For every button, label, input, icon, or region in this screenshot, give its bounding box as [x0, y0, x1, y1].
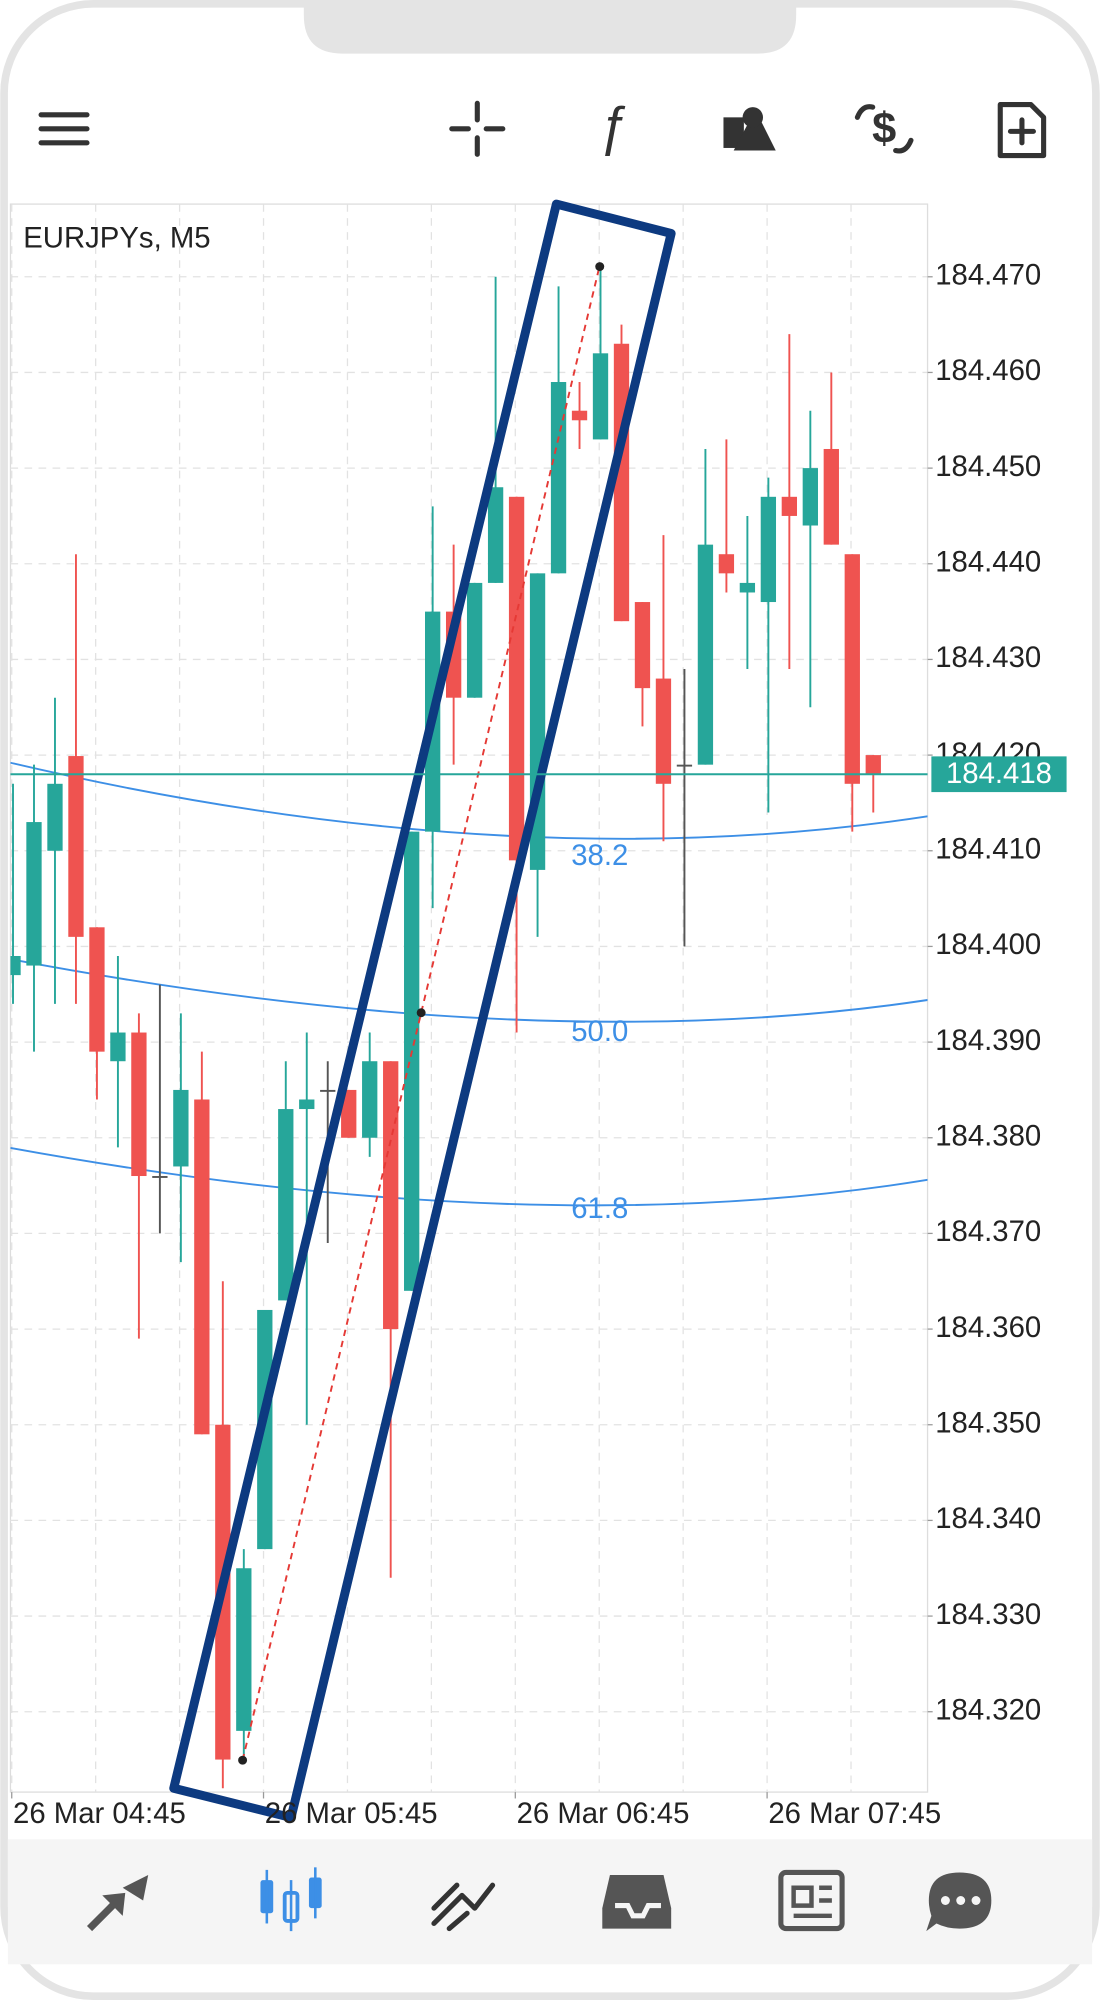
candle-body	[320, 1089, 336, 1092]
menu-button[interactable]	[38, 112, 90, 146]
candle-body	[110, 1032, 126, 1062]
candle-body	[152, 1176, 168, 1178]
y-tick-label: 184.320	[935, 1693, 1041, 1726]
candle-body	[68, 756, 84, 937]
highlight-box	[169, 199, 676, 1823]
x-tick-label: 26 Mar 06:45	[517, 1797, 690, 1830]
candle-body	[571, 410, 588, 421]
fib-label: 61.8	[571, 1192, 628, 1225]
chart: 38.2 50.0 61.8 EURJPYs, M5 184.470 184.46…	[9, 199, 1067, 1830]
candle-body	[47, 783, 63, 851]
indicators-button[interactable]: ƒ	[598, 97, 628, 157]
x-tick-label: 26 Mar 07:45	[768, 1797, 941, 1830]
candle-body	[739, 582, 756, 593]
candle-body	[194, 1099, 210, 1435]
y-tick-label: 184.390	[935, 1024, 1041, 1057]
y-tick-label: 184.350	[935, 1406, 1041, 1439]
last-price-label: 184.418	[946, 757, 1052, 790]
anchor-point[interactable]	[238, 1755, 248, 1765]
y-tick-label: 184.430	[935, 641, 1041, 674]
candle-body	[802, 468, 818, 526]
candle-body	[508, 496, 525, 861]
news-tab[interactable]	[778, 1869, 845, 1932]
anchor-point[interactable]	[416, 1008, 426, 1018]
candle-body	[865, 755, 881, 775]
last-price-box	[931, 756, 1067, 793]
candle-body	[89, 927, 105, 1052]
candle-body	[781, 496, 798, 516]
anchor-point[interactable]	[595, 262, 605, 272]
y-tick-label: 184.400	[935, 928, 1041, 961]
y-tick-label: 184.460	[935, 354, 1041, 387]
candle-body	[299, 1099, 315, 1110]
trade-tab[interactable]	[431, 1882, 496, 1932]
candle-body	[655, 678, 672, 784]
indicator-icon: ƒ	[598, 97, 628, 157]
candle-body	[131, 1032, 147, 1177]
x-tick-label: 26 Mar 04:45	[13, 1797, 186, 1830]
chat-tab[interactable]	[926, 1872, 992, 1932]
y-tick-label: 184.440	[935, 546, 1041, 579]
dollar-icon: $	[872, 105, 896, 153]
crosshair-button[interactable]	[449, 100, 506, 157]
objects-button[interactable]	[723, 107, 776, 151]
grid	[10, 204, 928, 1793]
bottom-nav	[7, 1839, 1093, 1965]
candle-body	[341, 1089, 357, 1138]
fib-label: 50.0	[571, 1015, 628, 1048]
candle-body	[697, 544, 714, 765]
fib-arc	[10, 761, 928, 840]
candles	[10, 267, 881, 1789]
trend-line	[241, 265, 601, 1761]
y-tick-label: 184.410	[935, 833, 1041, 866]
overlay: 38.2 50.0 61.8	[169, 199, 676, 1823]
candle-body	[844, 554, 860, 784]
candle-body	[613, 343, 630, 622]
candle-body	[592, 353, 609, 440]
axes: 184.470 184.460 184.450 184.440 184.430 184.4…	[10, 259, 1067, 1830]
candle-body	[676, 764, 693, 767]
x-tick-label: 26 Mar 05:45	[265, 1797, 438, 1830]
notch	[303, 0, 797, 54]
y-tick-label: 184.340	[935, 1502, 1041, 1535]
candle-body	[278, 1109, 294, 1301]
candle-body	[760, 496, 777, 603]
trade-button[interactable]: $	[854, 104, 914, 154]
chart-tab[interactable]	[260, 1867, 322, 1932]
candle-body	[634, 602, 651, 689]
fib-label: 38.2	[571, 839, 628, 872]
top-toolbar: ƒ $	[38, 97, 1047, 159]
candle-body	[466, 582, 483, 698]
candle-body	[487, 487, 504, 583]
history-tab[interactable]	[602, 1875, 672, 1929]
candle-body	[173, 1089, 189, 1167]
quotes-tab[interactable]	[86, 1875, 149, 1932]
candle-body	[404, 831, 420, 1291]
candle-body	[823, 448, 839, 545]
y-tick-label: 184.380	[935, 1120, 1041, 1153]
new-order-button[interactable]	[997, 102, 1047, 159]
y-tick-label: 184.330	[935, 1598, 1041, 1631]
y-tick-label: 184.360	[935, 1311, 1041, 1344]
candle-body	[236, 1568, 252, 1731]
y-tick-label: 184.470	[935, 259, 1041, 292]
y-tick-label: 184.450	[935, 450, 1041, 483]
candle-body	[26, 822, 42, 966]
candle-body	[10, 955, 21, 976]
symbol-label: EURJPYs, M5	[23, 222, 210, 255]
y-tick-label: 184.370	[935, 1215, 1041, 1248]
candle-body	[550, 382, 567, 574]
nav-background	[7, 1839, 1093, 1965]
candle-body	[383, 1061, 399, 1330]
candle-body	[362, 1061, 378, 1138]
candle-body	[718, 554, 735, 574]
